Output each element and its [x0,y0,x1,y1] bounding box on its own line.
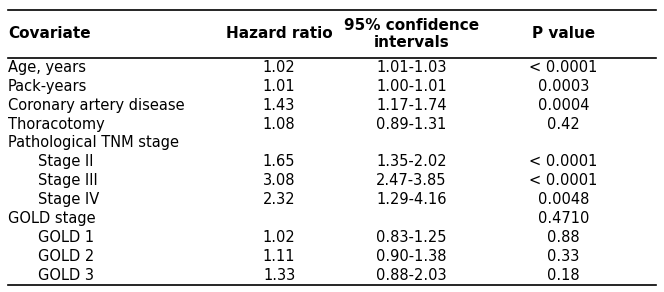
Text: 0.89-1.31: 0.89-1.31 [376,117,446,131]
Text: 0.42: 0.42 [547,117,580,131]
Text: 0.83-1.25: 0.83-1.25 [376,230,447,245]
Text: Coronary artery disease: Coronary artery disease [8,98,185,113]
Text: 0.90-1.38: 0.90-1.38 [376,249,447,264]
Text: 1.11: 1.11 [263,249,295,264]
Text: 2.47-3.85: 2.47-3.85 [376,173,447,188]
Text: 0.4710: 0.4710 [538,211,589,226]
Text: GOLD 3: GOLD 3 [38,268,94,283]
Text: < 0.0001: < 0.0001 [529,154,598,169]
Text: 1.08: 1.08 [263,117,295,131]
Text: Stage II: Stage II [38,154,93,169]
Text: 1.02: 1.02 [263,60,295,75]
Text: 0.0004: 0.0004 [538,98,589,113]
Text: 1.43: 1.43 [263,98,295,113]
Text: 95% confidence
intervals: 95% confidence intervals [344,18,479,50]
Text: < 0.0001: < 0.0001 [529,173,598,188]
Text: Stage IV: Stage IV [38,192,99,207]
Text: 1.17-1.74: 1.17-1.74 [376,98,447,113]
Text: 1.01: 1.01 [263,79,295,94]
Text: 2.32: 2.32 [263,192,295,207]
Text: 0.0003: 0.0003 [538,79,589,94]
Text: GOLD stage: GOLD stage [8,211,96,226]
Text: Thoracotomy: Thoracotomy [8,117,105,131]
Text: 1.33: 1.33 [263,268,295,283]
Text: 1.02: 1.02 [263,230,295,245]
Text: GOLD 1: GOLD 1 [38,230,94,245]
Text: 1.00-1.01: 1.00-1.01 [376,79,447,94]
Text: Pathological TNM stage: Pathological TNM stage [8,135,179,150]
Text: 1.65: 1.65 [263,154,295,169]
Text: Hazard ratio: Hazard ratio [226,27,333,41]
Text: 0.88: 0.88 [547,230,580,245]
Text: 3.08: 3.08 [263,173,295,188]
Text: 1.01-1.03: 1.01-1.03 [376,60,447,75]
Text: Covariate: Covariate [8,27,90,41]
Text: 1.35-2.02: 1.35-2.02 [376,154,447,169]
Text: Pack-years: Pack-years [8,79,88,94]
Text: 0.33: 0.33 [547,249,580,264]
Text: 0.18: 0.18 [547,268,580,283]
Text: GOLD 2: GOLD 2 [38,249,94,264]
Text: 0.0048: 0.0048 [538,192,589,207]
Text: P value: P value [532,27,595,41]
Text: 0.88-2.03: 0.88-2.03 [376,268,447,283]
Text: Stage III: Stage III [38,173,98,188]
Text: Age, years: Age, years [8,60,86,75]
Text: 1.29-4.16: 1.29-4.16 [376,192,447,207]
Text: < 0.0001: < 0.0001 [529,60,598,75]
